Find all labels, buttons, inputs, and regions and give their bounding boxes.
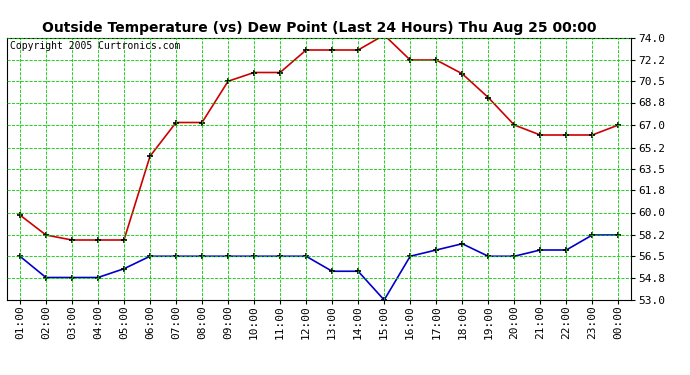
Text: Copyright 2005 Curtronics.com: Copyright 2005 Curtronics.com [10, 42, 180, 51]
Title: Outside Temperature (vs) Dew Point (Last 24 Hours) Thu Aug 25 00:00: Outside Temperature (vs) Dew Point (Last… [42, 21, 596, 35]
